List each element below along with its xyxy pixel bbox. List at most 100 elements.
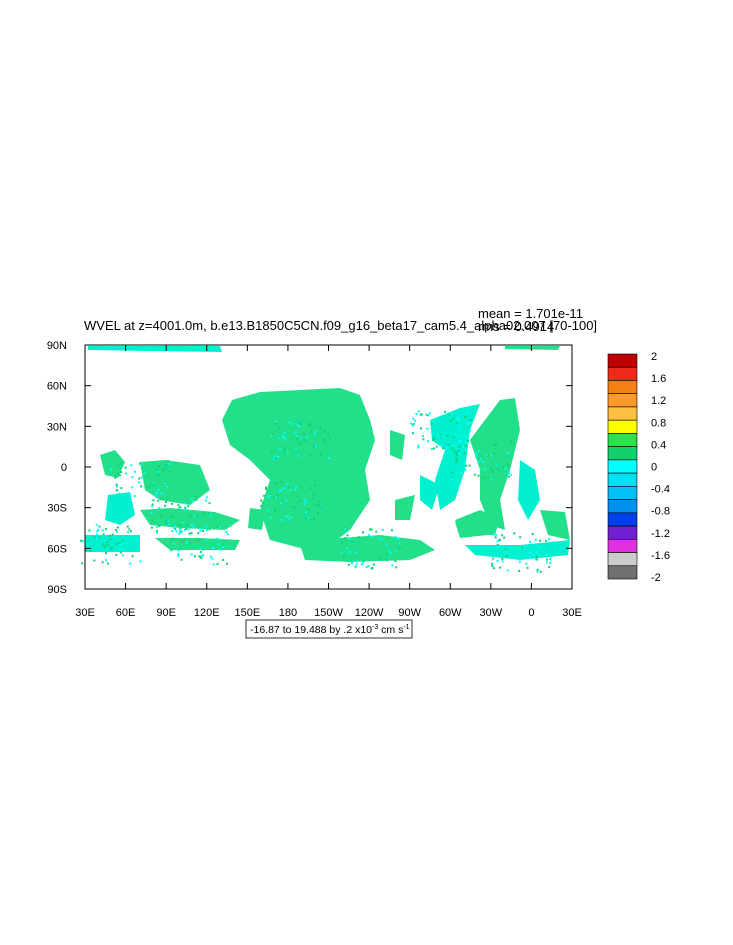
colorbar (607, 353, 638, 580)
speckle-cell (280, 489, 283, 492)
speckle-cell (296, 495, 299, 498)
speckle-cell (116, 526, 119, 529)
speckle-cell (150, 511, 153, 514)
speckle-cell (394, 549, 397, 552)
speckle-cell (184, 502, 186, 505)
speckle-cell (111, 533, 114, 536)
speckle-cell (171, 530, 174, 532)
speckle-cell (307, 423, 310, 426)
speckle-cell (455, 459, 458, 462)
speckle-cell (477, 460, 480, 463)
speckle-cell (196, 514, 198, 517)
speckle-cell (273, 457, 275, 460)
speckle-cell (229, 525, 232, 528)
speckle-cell (110, 469, 113, 472)
speckle-cell (96, 538, 99, 541)
speckle-cell (298, 425, 301, 427)
speckle-cell (183, 529, 186, 531)
speckle-cell (284, 499, 287, 502)
speckle-cell (186, 541, 189, 544)
speckle-cell (309, 454, 312, 457)
speckle-cell (394, 560, 397, 562)
stat-mean: mean = 1.701e-11 (478, 306, 583, 321)
speckle-cell (463, 462, 466, 465)
speckle-cell (93, 559, 96, 562)
speckle-cell (117, 464, 120, 467)
speckle-cell (165, 501, 167, 503)
speckle-cell (103, 545, 106, 548)
speckle-cell (410, 422, 412, 425)
x-tick-label: 0 (528, 607, 534, 619)
y-tick-label: 30N (47, 421, 67, 433)
speckle-cell (177, 549, 180, 552)
speckle-cell (105, 559, 108, 562)
speckle-cell (202, 512, 205, 515)
speckle-cell (446, 446, 449, 449)
speckle-cell (140, 463, 143, 466)
colorbar-swatch (607, 552, 638, 567)
speckle-cell (319, 426, 322, 429)
ocean-speckle (80, 410, 552, 573)
speckle-cell (205, 525, 208, 528)
speckle-cell (518, 560, 521, 563)
x-tick-label: 60W (439, 607, 462, 619)
speckle-cell (130, 464, 133, 467)
speckle-cell (165, 485, 168, 488)
colorbar-label: 0 (651, 462, 657, 474)
speckle-cell (310, 431, 313, 434)
speckle-cell (273, 495, 276, 498)
speckle-cell (274, 457, 277, 459)
speckle-cell (219, 548, 222, 551)
speckle-cell (314, 430, 317, 433)
speckle-cell (420, 427, 422, 430)
speckle-cell (538, 553, 540, 556)
speckle-cell (465, 464, 468, 467)
ocean-region (420, 475, 440, 510)
speckle-cell (344, 528, 347, 531)
speckle-cell (289, 516, 292, 519)
speckle-cell (197, 532, 200, 535)
speckle-cell (490, 454, 493, 457)
speckle-cell (450, 413, 453, 415)
speckle-cell (118, 474, 121, 477)
ocean-region (465, 540, 570, 560)
speckle-cell (120, 471, 122, 473)
speckle-cell (209, 555, 212, 558)
colorbar-swatch (607, 366, 638, 381)
speckle-cell (469, 418, 472, 421)
speckle-cell (293, 506, 296, 509)
chart-title: WVEL at z=4001.0m, b.e13.B1850C5CN.f09_g… (84, 318, 597, 333)
speckle-cell (348, 537, 351, 540)
speckle-cell (286, 450, 289, 453)
x-tick-label: 30W (480, 607, 503, 619)
speckle-cell (411, 424, 414, 427)
speckle-cell (296, 501, 299, 504)
y-tick-label: 90S (47, 584, 67, 596)
speckle-cell (457, 450, 460, 453)
speckle-cell (319, 453, 322, 456)
speckle-cell (529, 552, 532, 554)
speckle-cell (206, 529, 209, 531)
speckle-cell (177, 555, 180, 557)
colorbar-swatch (607, 512, 638, 527)
speckle-cell (482, 461, 484, 464)
speckle-cell (121, 548, 124, 551)
speckle-cell (162, 468, 165, 471)
range-info-box: -16.87 to 19.488 by .2 x10-3 cm s-1 (245, 619, 413, 639)
speckle-cell (148, 486, 151, 489)
speckle-cell (157, 499, 160, 502)
speckle-cell (204, 499, 207, 502)
speckle-cell (225, 531, 228, 534)
speckle-cell (98, 525, 101, 528)
speckle-cell (114, 476, 117, 479)
speckle-cell (281, 436, 284, 439)
colorbar-swatch (607, 459, 638, 474)
speckle-cell (296, 423, 299, 426)
colorbar-label: -0.4 (651, 484, 670, 496)
speckle-cell (121, 554, 124, 557)
speckle-cell (168, 463, 171, 466)
speckle-cell (131, 476, 134, 479)
speckle-cell (174, 527, 177, 530)
speckle-cell (172, 542, 175, 545)
